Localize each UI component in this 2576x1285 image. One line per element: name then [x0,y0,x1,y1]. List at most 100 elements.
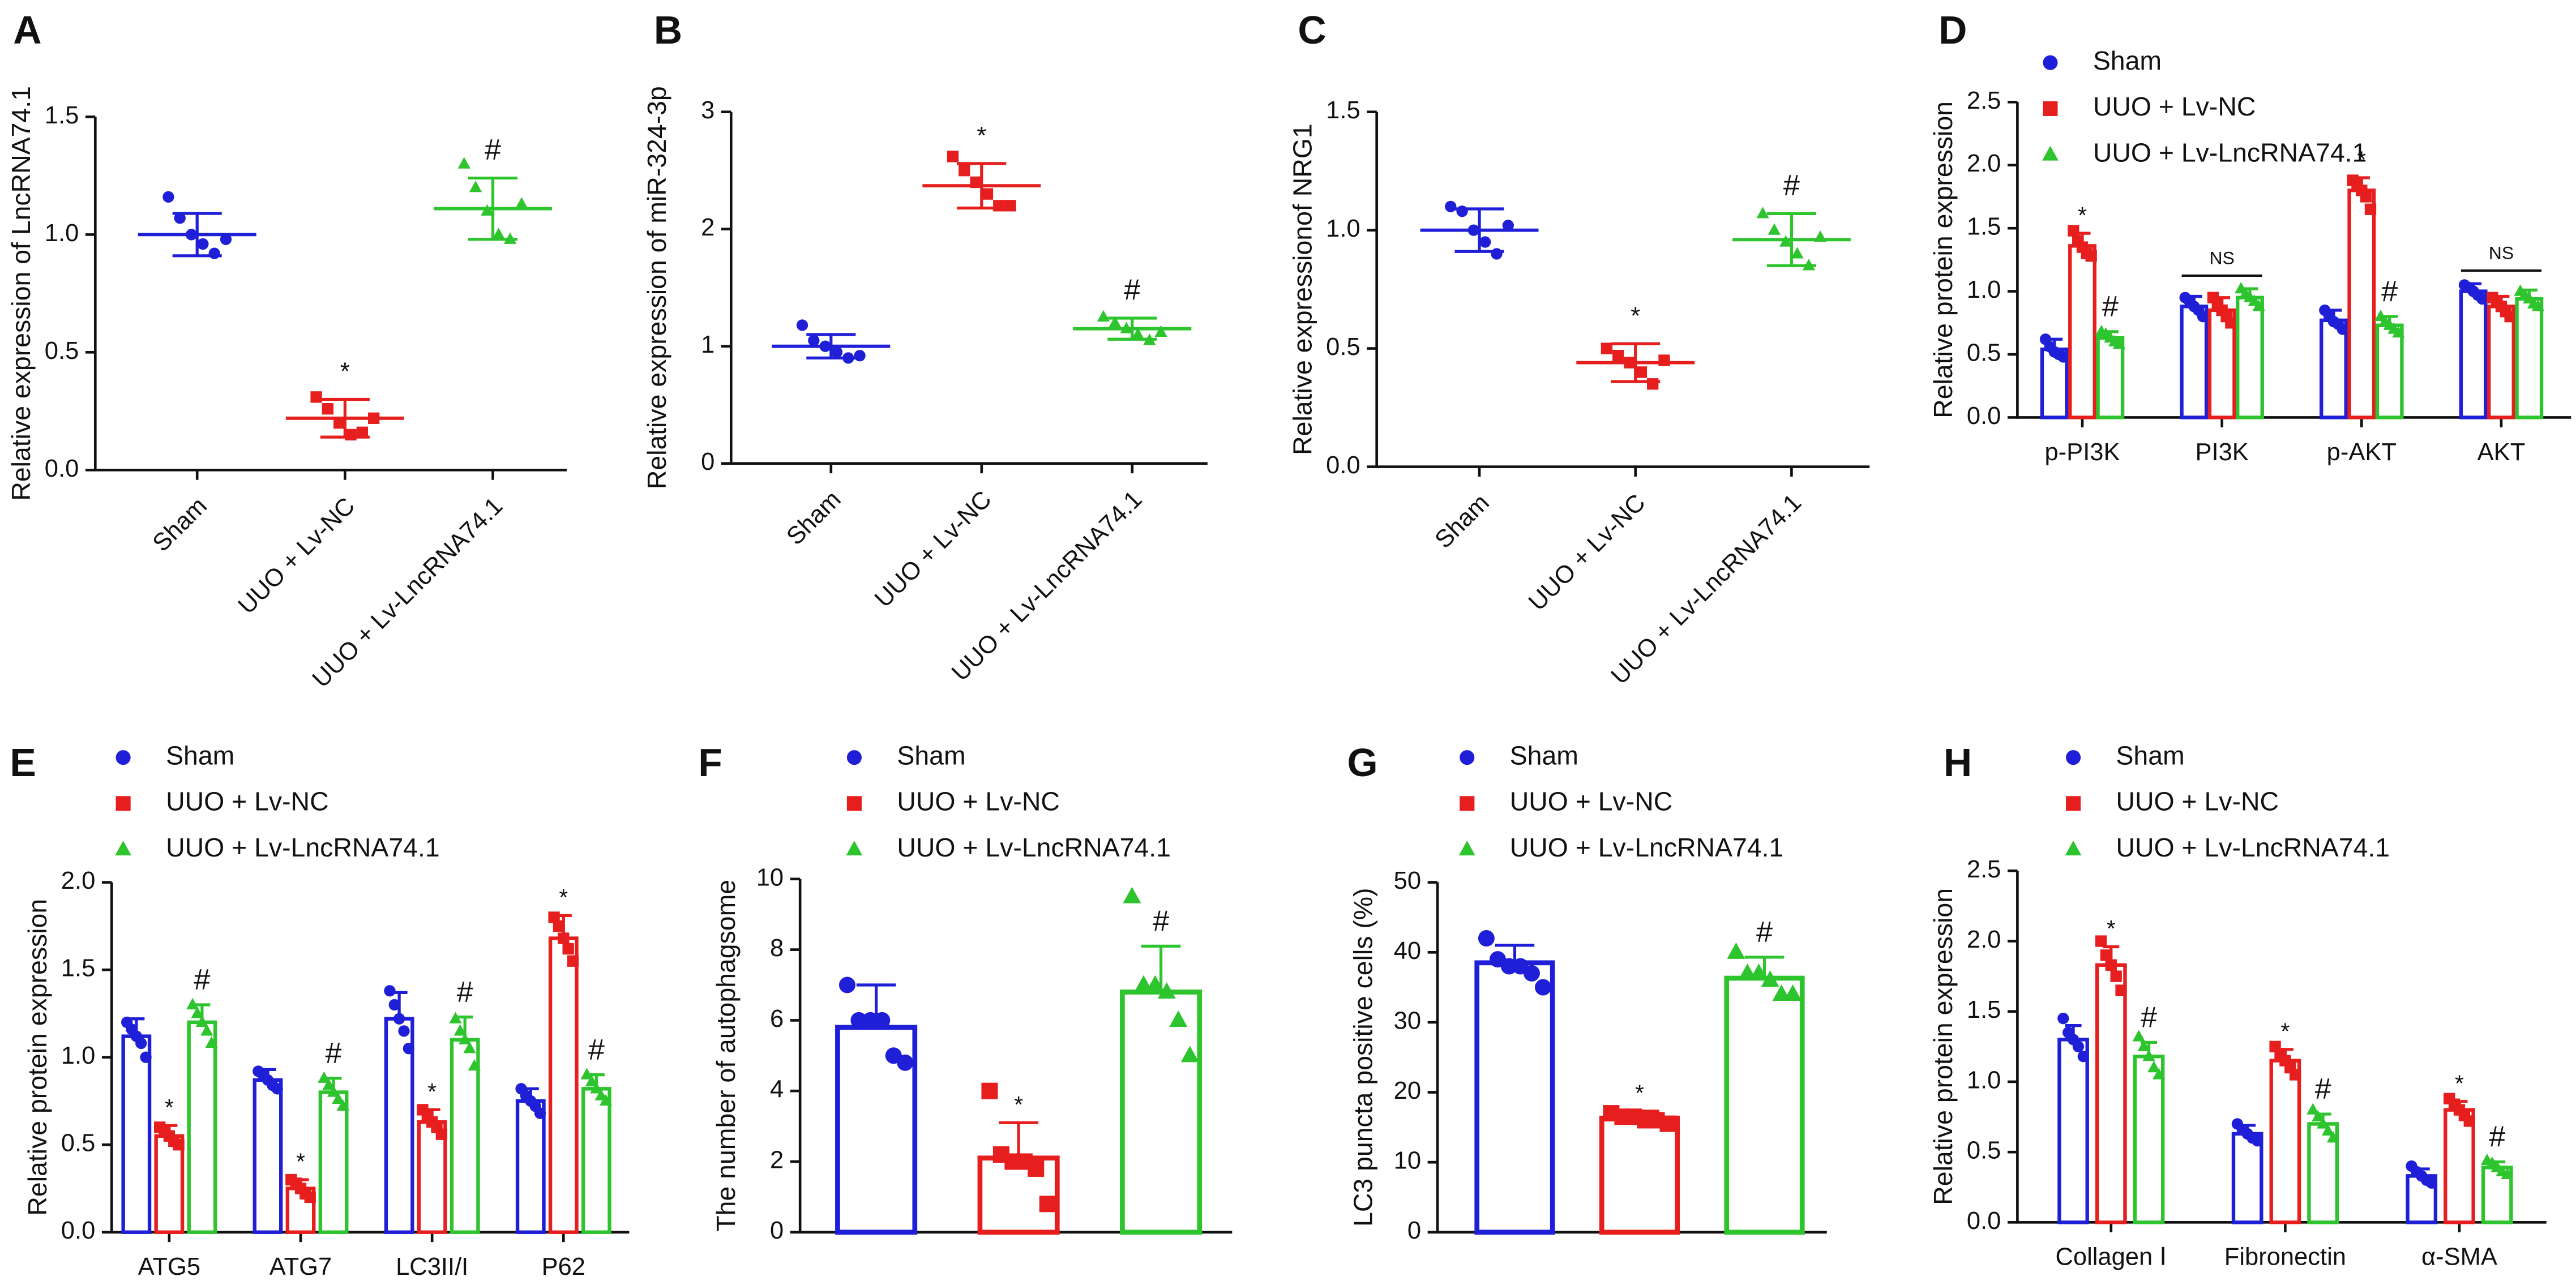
y-tick-label: 0.5 [1326,333,1360,361]
data-point [1749,963,1768,980]
bar [121,1034,152,1234]
y-axis-label: Relative protein expression [1928,101,1958,418]
y-tick-label: 2.0 [61,867,96,894]
y-tick-label: 0.0 [1326,452,1360,479]
y-tick-label: 0.5 [45,337,79,365]
data-point [2312,1110,2325,1122]
bar [2133,1055,2165,1224]
y-axis-label: Relative expression of miR-324-3p [642,86,671,489]
y-tick-label: 1.5 [45,102,79,129]
data-point [1601,342,1613,354]
bar [318,1090,349,1234]
data-point [1109,316,1122,328]
data-point [1658,354,1670,366]
data-point [1624,357,1636,369]
x-tick-label: Sham [781,486,846,550]
data-point [831,346,843,358]
annotation: * [427,1078,437,1104]
bar [2095,963,2127,1224]
data-point [580,1068,593,1080]
data-point [2100,949,2112,961]
data-point [1028,1160,1045,1177]
data-point [174,212,186,224]
data-point [1802,259,1816,271]
panel-label: C [1298,8,1326,52]
x-tick-label: AKT [2477,439,2526,466]
y-axis-label: Relative protein expression [23,899,52,1216]
legend-marker [2043,101,2058,116]
annotation: # [1124,273,1140,306]
data-point [993,200,1005,212]
legend-marker [115,750,131,765]
y-tick-label: 1.0 [1967,1066,2001,1094]
y-tick-label: 2 [770,1146,784,1173]
bar [450,1038,480,1234]
data-point [186,997,199,1010]
data-point [1180,1046,1199,1063]
data-point [1456,205,1468,217]
data-point [2142,1050,2155,1061]
data-point [2077,1051,2089,1063]
x-tick-label: UUO + Lv-NC [1524,489,1651,616]
y-tick-label: 40 [1394,937,1421,965]
annotation: # [1153,905,1169,938]
data-point [1169,1010,1188,1027]
data-point [819,340,831,352]
y-axis-label: LC3 puncta positive cells (%) [1349,888,1378,1227]
data-point [2115,984,2127,996]
y-tick-label: 1 [701,331,714,358]
panel-label: F [698,740,722,785]
legend-label: Sham [166,740,234,770]
legend-label: UUO + Lv-LncRNA74.1 [166,833,440,862]
bar [2459,289,2488,419]
data-point [463,1042,476,1053]
bar [2068,244,2096,419]
annotation: # [457,976,473,1009]
bar [2320,318,2348,419]
panel-label: H [1944,740,1972,785]
y-tick-label: 1.5 [1326,97,1360,124]
panel-label: G [1347,740,1377,785]
bar [1474,960,1555,1235]
data-point [2068,225,2079,237]
panel-label: E [10,740,36,785]
data-point [173,1139,185,1151]
data-point [220,233,232,245]
y-tick-label: 0 [770,1217,784,1244]
legend-marker [2065,750,2081,765]
data-point [854,350,866,362]
data-point [1647,378,1659,390]
data-point [503,232,517,244]
data-point [1479,236,1491,248]
x-tick-label: Fibronectin [2224,1244,2346,1271]
bar [1599,1115,1680,1235]
y-tick-label: 2.0 [1967,150,2001,177]
x-tick-label: ATG5 [138,1253,200,1280]
legend-marker [1460,750,1475,765]
data-point [2197,311,2209,323]
data-point [947,151,959,162]
data-point [1779,235,1792,247]
panel-label: D [1939,8,1967,52]
data-point [435,1128,448,1140]
y-axis-label: The number of autophagsome [711,880,741,1232]
bar [2236,295,2264,419]
y-tick-label: 20 [1394,1077,1421,1104]
data-point [2307,1103,2320,1115]
data-point [2105,959,2117,971]
data-point [2225,317,2237,329]
y-tick-label: 1.0 [45,220,79,247]
data-point [1004,200,1016,212]
data-point [1635,366,1648,378]
x-tick-label: P62 [542,1253,585,1280]
data-point [195,1015,209,1027]
annotation: * [2078,202,2087,228]
annotation: # [326,1037,342,1070]
legend-label: UUO + Lv-LncRNA74.1 [897,833,1171,862]
bar [2231,1132,2263,1224]
legend-label: UUO + Lv-NC [2093,92,2256,121]
x-tick-label: Sham [148,492,212,557]
data-point [958,165,970,177]
data-point [393,1013,405,1025]
data-point [1783,984,1802,1001]
